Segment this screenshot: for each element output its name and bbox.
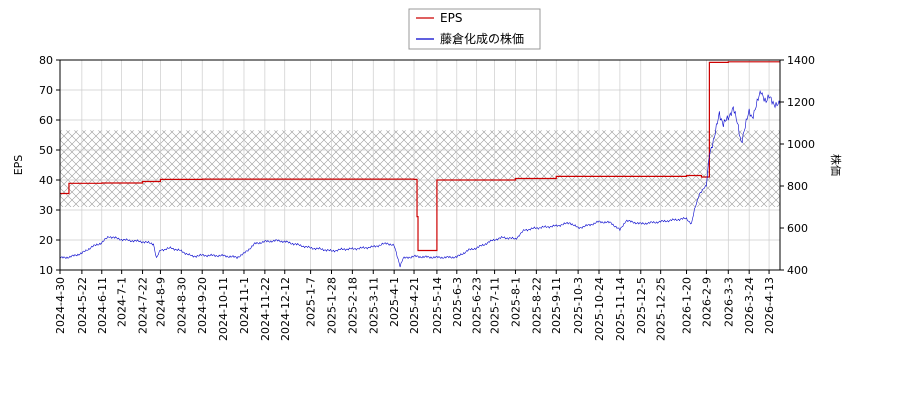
legend: EPS 藤倉化成の株価 — [408, 8, 541, 50]
x-tick-label: 2024-11-22 — [259, 277, 272, 341]
x-tick-label: 2024-9-20 — [196, 277, 209, 334]
series-line-eps — [60, 61, 780, 252]
x-tick-label: 2025-3-11 — [367, 277, 380, 334]
x-tick-label: 2024-7-1 — [116, 277, 129, 327]
axes: 2024-4-30 2024-5-22 2024-6-11 2024-7-1 2024-… — [39, 54, 815, 341]
legend-eps-label: EPS — [440, 11, 462, 25]
legend-price-label: 藤倉化成の株価 — [440, 31, 524, 46]
y-right-tick-label: 1000 — [787, 138, 815, 151]
x-tick-label: 2025-8-22 — [530, 277, 543, 334]
x-tick-label: 2025-11-14 — [614, 277, 627, 341]
x-tick-label: 2025-12-25 — [655, 277, 668, 341]
x-tick-label: 2024-11-1 — [238, 277, 251, 334]
y-left-tick-label: 10 — [39, 264, 53, 277]
legend-box — [408, 8, 541, 50]
y-right-tick-label: 1200 — [787, 96, 815, 109]
y-left-tick-label: 30 — [39, 204, 53, 217]
series-group — [60, 61, 780, 268]
x-tick-label: 2025-2-18 — [346, 277, 359, 334]
y-right-tick-label: 400 — [787, 264, 808, 277]
x-tick-label: 2025-4-21 — [408, 277, 421, 334]
y-left-axis-label: EPS — [12, 155, 25, 176]
x-tick-label: 2025-1-7 — [305, 277, 318, 327]
plot-frame — [59, 59, 781, 271]
x-tick-label: 2024-5-22 — [76, 277, 89, 334]
x-tick-label: 2024-8-30 — [175, 277, 188, 334]
x-tick-label: 2025-7-11 — [489, 277, 502, 334]
y-left-tick-label: 50 — [39, 144, 53, 157]
x-tick-label: 2025-6-3 — [451, 277, 464, 327]
hatched-band — [60, 130, 780, 207]
x-tick-label: 2025-8-1 — [509, 277, 522, 327]
x-tick-label: 2025-12-5 — [635, 277, 648, 334]
y-left-tick-label: 70 — [39, 84, 53, 97]
x-tick-label: 2025-1-28 — [325, 277, 338, 334]
x-tick-label: 2026-1-20 — [681, 277, 694, 334]
y-left-tick-label: 40 — [39, 174, 53, 187]
x-tick-label: 2026-4-13 — [763, 277, 776, 334]
y-right-tick-label: 1400 — [787, 54, 815, 67]
x-tick-label: 2024-6-11 — [96, 277, 109, 334]
y-left-tick-label: 80 — [39, 54, 53, 67]
x-tick-label: 2024-7-22 — [137, 277, 150, 334]
y-left-tick-label: 60 — [39, 114, 53, 127]
y-right-axis-label: 株価 — [829, 154, 843, 176]
x-tick-label: 2026-3-3 — [722, 277, 735, 327]
x-tick-label: 2025-9-11 — [550, 277, 563, 334]
hatched-band-rect — [60, 130, 780, 207]
x-tick-label: 2025-4-1 — [388, 277, 401, 327]
series-line-stock-price — [60, 90, 780, 268]
x-tick-label: 2024-12-12 — [279, 277, 292, 341]
x-tick-label: 2025-5-14 — [431, 277, 444, 334]
x-tick-label: 2024-4-30 — [54, 277, 67, 334]
y-right-tick-label: 600 — [787, 222, 808, 235]
x-tick-label: 2024-10-11 — [217, 277, 230, 341]
x-tick-label: 2025-10-3 — [572, 277, 585, 334]
x-tick-label: 2024-8-9 — [154, 277, 167, 327]
x-tick-label: 2026-3-24 — [743, 277, 756, 334]
y-right-tick-label: 800 — [787, 180, 808, 193]
x-tick-label: 2025-6-23 — [471, 277, 484, 334]
y-left-tick-label: 20 — [39, 234, 53, 247]
x-tick-label: 2025-10-24 — [593, 277, 606, 341]
x-tick-label: 2026-2-9 — [700, 277, 713, 327]
